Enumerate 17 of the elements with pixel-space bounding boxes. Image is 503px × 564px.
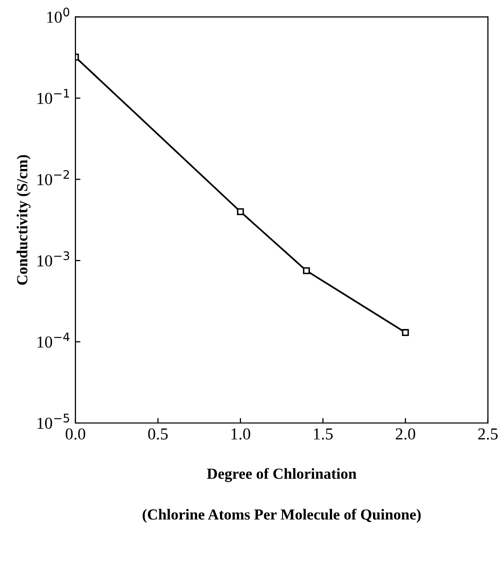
y-axis-title: Conductivity (S/cm) [16,155,31,285]
x-tick-label: 1.5 [314,428,333,440]
y-tick-label: 10$^{−4}$ [38,332,70,348]
y-tick-label: 10$^{−1}$ [38,88,70,104]
x-tick-label: 2.0 [396,428,416,440]
x-tick-label: 0.5 [148,428,168,440]
text: Degree of Chlorination (Chlorine Atoms Per Molecule of Quinone) [142,468,421,523]
point [236,208,244,216]
point [402,329,409,336]
x-tick-label: 1.0 [231,428,250,440]
y-tick-label: 10$^{0}$ [47,8,70,23]
y-tick-label: 10$^{−2}$ [38,170,69,186]
point [302,267,310,274]
y-tick-label: 10$^{−5}$ [38,414,70,429]
x-tick-label: 0.0 [66,428,86,440]
x-tick-label: 2.5 [478,428,498,440]
y-tick-label: 10$^{−3}$ [38,251,70,266]
